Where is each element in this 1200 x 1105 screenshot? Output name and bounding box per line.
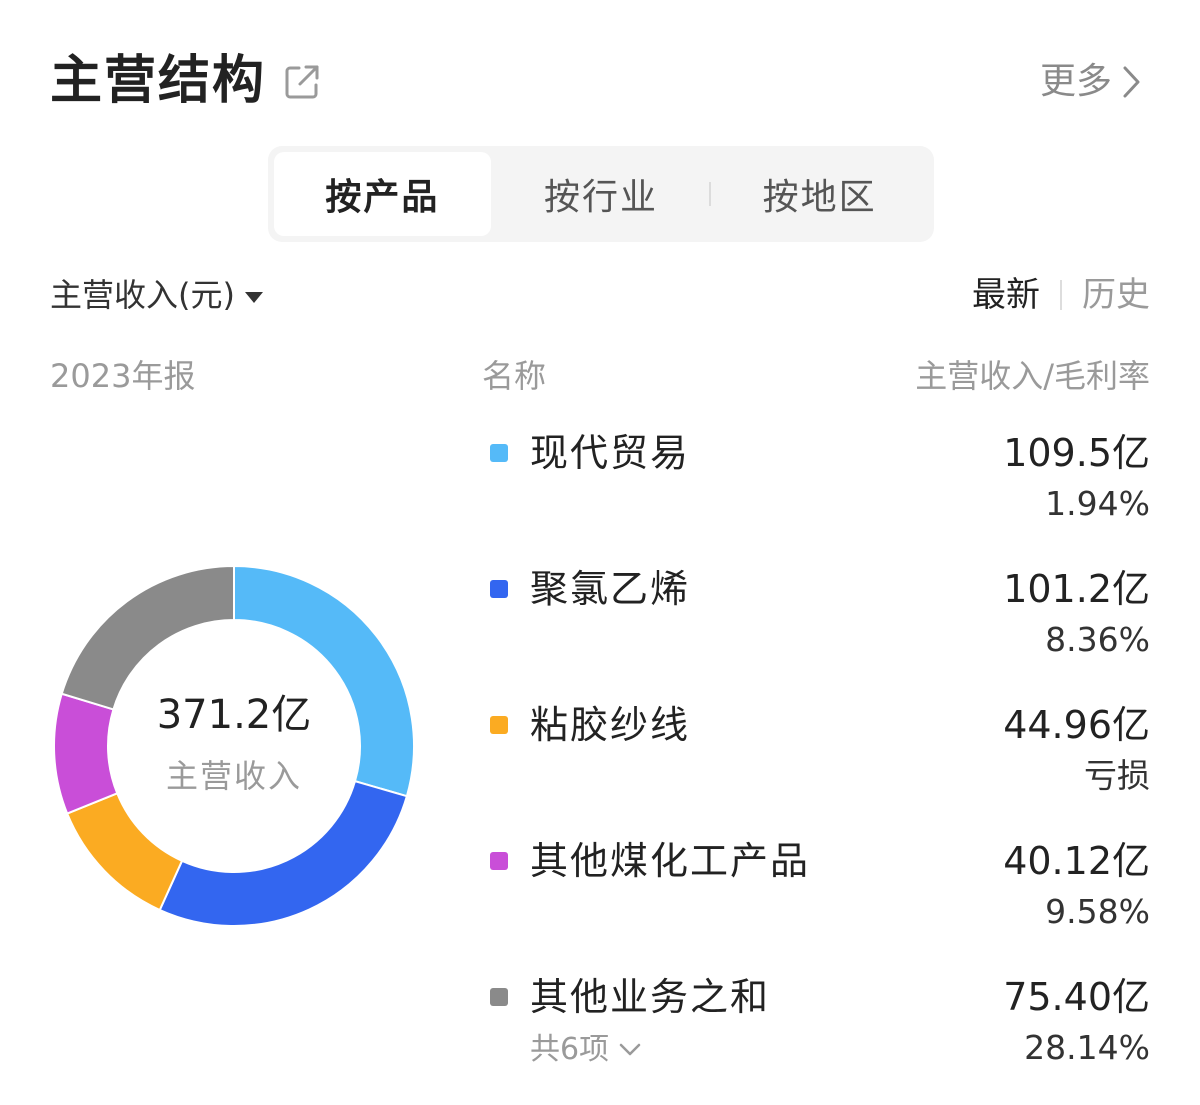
period-toggle: 最新 历史 [972,272,1150,318]
legend-swatch [490,988,508,1006]
legend-swatch [490,716,508,734]
more-label: 更多 [1039,61,1112,102]
more-link[interactable]: 更多 [1040,58,1144,106]
donut-svg [53,564,415,927]
tab-by-industry[interactable]: 按行业 [544,177,659,218]
expand-others-button[interactable]: 共6项 [530,1030,643,1070]
metric-dropdown[interactable]: 主营收入(元) [50,272,263,318]
legend-swatch [490,580,508,598]
donut-center-value: 371.2亿 [156,692,312,738]
metric-label: 主营收入(元) [50,276,235,314]
donut-center-label: 主营收入 [165,757,302,795]
donut-segment[interactable] [233,564,415,798]
item-name: 其他业务之和 [530,975,771,1019]
list-item[interactable]: 粘胶纱线 44.96亿 亏损 [482,694,1150,804]
item-name: 粘胶纱线 [530,703,691,747]
caret-down-icon [244,291,263,303]
list-item[interactable]: 聚氯乙烯 101.2亿 8.36% [482,558,1150,668]
legend-swatch [490,852,508,870]
tab-divider [709,182,712,206]
donut-segment[interactable] [65,791,184,912]
column-header-name: 名称 [482,357,547,395]
item-margin: 28.14% [1024,1028,1150,1067]
donut-segment[interactable] [158,779,409,927]
item-name: 其他煤化工产品 [530,839,811,883]
item-margin: 8.36% [1045,620,1150,659]
expand-label: 共6项 [530,1032,610,1067]
item-margin: 9.58% [1045,892,1150,931]
list-item[interactable]: 其他煤化工产品 40.12亿 9.58% [482,830,1150,940]
period-history[interactable]: 历史 [1082,275,1150,315]
item-revenue: 101.2亿 [1003,567,1150,611]
chevron-right-icon [1123,66,1140,98]
item-margin: 1.94% [1045,484,1150,523]
period-divider [1060,280,1062,310]
item-name: 现代贸易 [530,431,691,475]
column-header-value: 主营收入/毛利率 [915,357,1150,395]
page-title: 主营结构 [50,51,267,111]
item-revenue: 75.40亿 [1003,975,1150,1019]
list-item[interactable]: 现代贸易 109.5亿 1.94% [482,422,1150,532]
period-latest[interactable]: 最新 [972,275,1040,315]
list-item[interactable]: 其他业务之和 75.40亿 28.14% 共6项 [482,966,1150,1076]
tab-by-region[interactable]: 按地区 [762,177,877,218]
item-revenue: 44.96亿 [1003,703,1150,747]
chevron-down-icon [619,1043,641,1056]
item-margin: 亏损 [1084,756,1150,795]
revenue-donut-chart: 371.2亿 主营收入 [53,564,415,927]
external-link-icon[interactable] [282,62,322,102]
tab-by-product[interactable]: 按产品 [274,152,491,236]
dimension-tabs: 按产品 按行业 按地区 [268,146,934,242]
report-period-label: 2023年报 [50,357,196,395]
item-name: 聚氯乙烯 [530,567,691,611]
item-revenue: 109.5亿 [1003,431,1150,475]
legend-swatch [490,444,508,462]
item-revenue: 40.12亿 [1003,839,1150,883]
donut-segment[interactable] [60,564,235,711]
